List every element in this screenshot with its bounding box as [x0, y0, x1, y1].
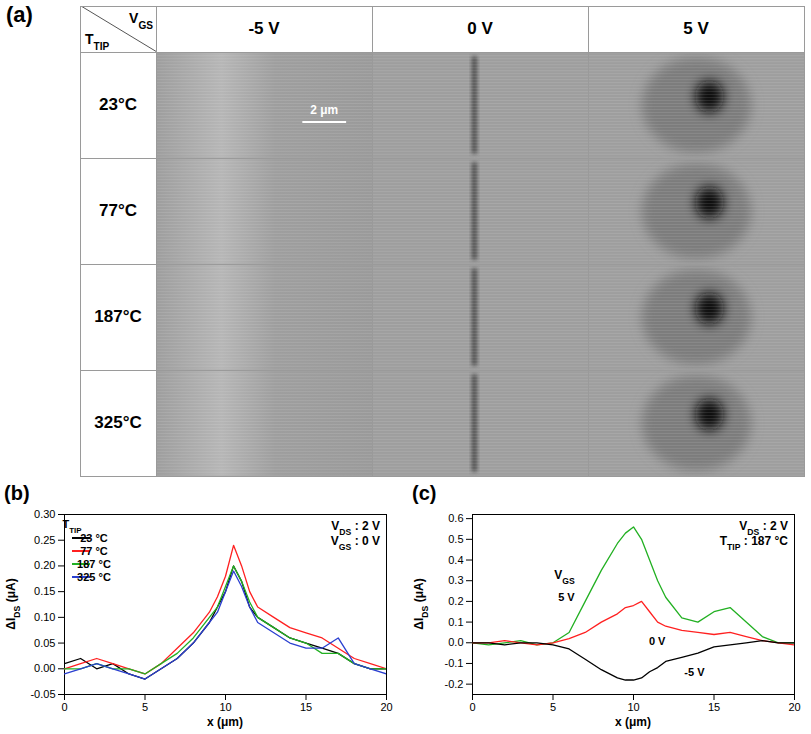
svg-text:15: 15 [708, 701, 720, 713]
svg-text:TTIP: TTIP [62, 518, 81, 535]
svg-text:0.5: 0.5 [448, 533, 463, 545]
svg-text:5: 5 [142, 701, 148, 713]
svg-text:0.20: 0.20 [34, 559, 55, 571]
svg-text:187 °C: 187 °C [77, 558, 111, 570]
html-text:(b): (b) [4, 482, 30, 504]
html-text:VDS: 2 V: VDS: 2 V [739, 519, 788, 537]
svg-text:23 °C: 23 °C [80, 532, 108, 544]
html-text:(a): (a) [6, 2, 33, 27]
svg-text:ΔIDS (μA): ΔIDS (μA) [4, 578, 22, 629]
svg-text:-5 V: -5 V [684, 666, 705, 678]
svg-text:0.4: 0.4 [448, 554, 463, 566]
svg-text:VGS : 0 V: VGS : 0 V [331, 534, 380, 552]
html-text:325°C: 325°C [94, 413, 142, 432]
svg-text:-0.1: -0.1 [445, 657, 464, 669]
svg-text:ΔIDS (μA): ΔIDS (μA) [412, 578, 430, 629]
svg-text:-0.05: -0.05 [30, 688, 55, 700]
svg-text:VGS: VGS [129, 10, 153, 31]
svg-text:0: 0 [61, 701, 67, 713]
svg-text:20: 20 [788, 701, 800, 713]
html-text:187°C: 187°C [94, 307, 142, 326]
svg-text:0.30: 0.30 [34, 508, 55, 520]
html-text:23°C: 23°C [99, 95, 137, 114]
svg-text:x (μm): x (μm) [207, 715, 243, 729]
svg-text:325 °C: 325 °C [77, 571, 111, 583]
svg-text:x (μm): x (μm) [615, 715, 651, 729]
svg-text:10: 10 [627, 701, 639, 713]
svg-text:0.0: 0.0 [448, 636, 463, 648]
svg-text:0.10: 0.10 [34, 611, 55, 623]
svg-text:20: 20 [380, 701, 392, 713]
svg-text:5 V: 5 V [558, 591, 575, 603]
svg-text:0.15: 0.15 [34, 585, 55, 597]
svg-text:0.2: 0.2 [448, 595, 463, 607]
svg-text:0.00: 0.00 [34, 662, 55, 674]
svg-text:0.25: 0.25 [34, 534, 55, 546]
svg-text:15: 15 [300, 701, 312, 713]
html-text:-5 V: -5 V [248, 19, 280, 38]
svg-text:VGS: VGS [554, 568, 575, 586]
html-text:VDS: 2 V: VDS: 2 V [331, 519, 380, 537]
html-text:77°C: 77°C [99, 201, 137, 220]
html-text:0 V: 0 V [467, 19, 493, 38]
svg-text:10: 10 [219, 701, 231, 713]
svg-text:0.05: 0.05 [34, 637, 55, 649]
svg-text:-0.2: -0.2 [445, 678, 464, 690]
html-text:5 V: 5 V [683, 19, 709, 38]
svg-text:0: 0 [469, 701, 475, 713]
svg-text:TTIP: TTIP [85, 31, 110, 52]
svg-text:0.1: 0.1 [448, 616, 463, 628]
svg-text:77 °C: 77 °C [80, 545, 108, 557]
svg-text:TTIP : 187 °C: TTIP : 187 °C [720, 534, 789, 552]
html-text:(c): (c) [412, 482, 437, 504]
svg-text:2 μm: 2 μm [310, 103, 338, 117]
svg-text:0.3: 0.3 [448, 574, 463, 586]
svg-text:5: 5 [550, 701, 556, 713]
svg-text:0.6: 0.6 [448, 512, 463, 524]
svg-text:0 V: 0 V [649, 635, 666, 647]
